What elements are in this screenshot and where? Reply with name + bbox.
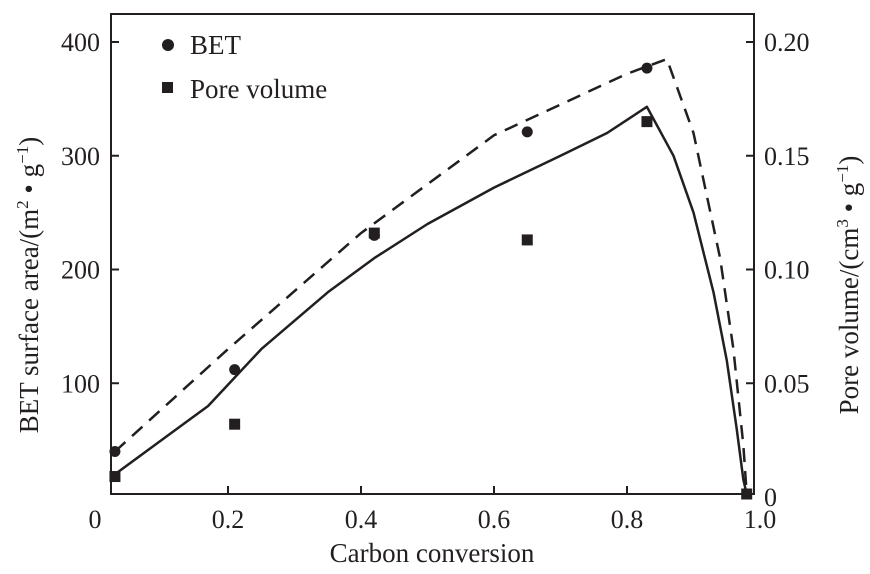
y-left-title-sup2: −1: [13, 146, 32, 164]
pore-volume-point: [229, 418, 241, 430]
legend-bet-label: BET: [190, 30, 242, 60]
y-left-title-mid: • g: [14, 164, 44, 200]
legend-pore-volume-marker: [162, 82, 173, 93]
y-right-axis-ticks: 0 0.05 0.10 0.15 0.20: [746, 28, 810, 512]
y-right-title-main: Pore volume/(cm: [834, 228, 864, 415]
x-tick-label: 0.6: [478, 505, 511, 534]
legend-bet-marker: [162, 39, 174, 51]
y-right-title-sup1: 3: [833, 219, 852, 228]
x-tick-label: 0.8: [611, 505, 644, 534]
y-left-title-sup1: 2: [13, 200, 32, 209]
y-left-tick-label: 100: [61, 369, 100, 398]
x-tick-label: 0.4: [345, 505, 378, 534]
y-right-tick-label: 0: [764, 483, 777, 512]
y-left-tick-label: 400: [61, 28, 100, 57]
pore-volume-point: [109, 471, 121, 483]
y-right-tick-label: 0.20: [764, 28, 810, 57]
x-tick-label: 1.0: [744, 505, 777, 534]
x-tick-label: 0: [89, 505, 102, 534]
fit-lines: [114, 57, 748, 495]
y-right-tick-label: 0.10: [764, 256, 810, 285]
y-left-axis-ticks: 100 200 300 400: [61, 28, 119, 398]
y-left-title-main: BET surface area/(m: [14, 209, 44, 433]
bet-point: [521, 126, 533, 138]
y-right-tick-label: 0.05: [764, 369, 810, 398]
y-right-title-mid: • g: [834, 183, 864, 219]
y-left-tick-label: 200: [61, 256, 100, 285]
x-axis-title: Carbon conversion: [330, 538, 535, 568]
pore-volume-point: [641, 116, 653, 128]
bet-point: [641, 62, 653, 74]
y-right-tick-label: 0.15: [764, 142, 810, 171]
pore-volume-point: [368, 227, 380, 239]
bet-point: [229, 364, 241, 376]
y-left-title-end: ): [14, 137, 44, 146]
legend: BET Pore volume: [162, 30, 327, 104]
y-left-tick-label: 300: [61, 142, 100, 171]
x-axis-ticks: 0 0.2 0.4 0.6 0.8 1.0: [89, 486, 777, 534]
fit-line-solid: [114, 105, 748, 495]
y-left-axis-title: BET surface area/(m2 • g−1): [13, 137, 44, 433]
plot-frame: [110, 13, 755, 495]
x-tick-label: 0.2: [212, 505, 245, 534]
legend-pore-volume-label: Pore volume: [190, 74, 327, 104]
fit-line-dashed: [114, 57, 748, 495]
y-right-title-end: ): [834, 156, 864, 165]
bet-point: [109, 446, 121, 457]
y-right-axis-title: Pore volume/(cm3 • g−1): [833, 156, 864, 415]
y-right-title-sup2: −1: [833, 165, 852, 183]
pore-volume-point: [521, 234, 533, 246]
